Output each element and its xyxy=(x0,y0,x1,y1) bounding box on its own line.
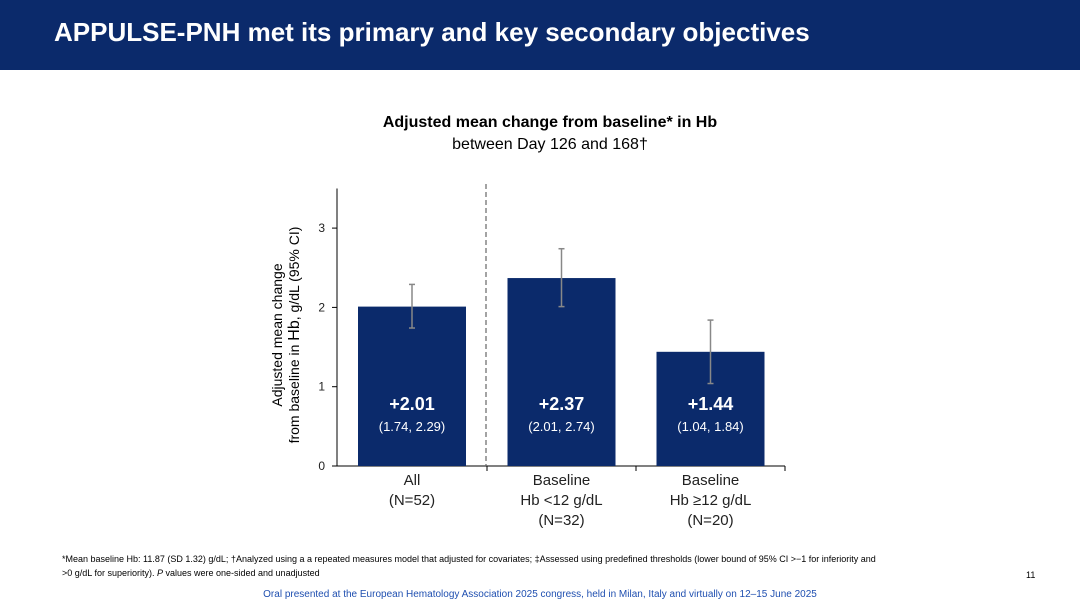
chart-subtitle: between Day 126 and 168† xyxy=(452,136,648,153)
x-category-label: All (N=52) xyxy=(389,471,435,511)
y-tick-label: 2 xyxy=(318,300,325,314)
footnote: *Mean baseline Hb: 11.87 (SD 1.32) g/dL;… xyxy=(62,552,982,580)
bar xyxy=(507,278,616,466)
bar-value-label: +2.37 (2.01, 2.74) xyxy=(528,394,595,434)
x-category-label-line: Baseline xyxy=(532,472,591,489)
x-category-label: Baseline Hb ≥12 g/dL (N=20) xyxy=(670,471,752,531)
congress-note: Oral presented at the European Hematolog… xyxy=(263,589,817,600)
x-category-label-line: (N=52) xyxy=(388,492,436,509)
footnote-line2-pre: >0 g/dL for superiority). xyxy=(62,568,157,578)
x-category-label: Baseline Hb <12 g/dL (N=32) xyxy=(520,471,602,531)
footnote-line2-post: values were one-sided and unadjusted xyxy=(162,568,320,578)
footnote-p: P xyxy=(156,568,163,578)
x-category-label-line: (N=20) xyxy=(687,512,734,529)
bar xyxy=(358,306,466,466)
page-title: APPULSE-PNH met its primary and key seco… xyxy=(54,17,810,47)
x-category-label-line: Hb ≥12 g/dL xyxy=(669,492,752,509)
y-tick-label: 1 xyxy=(318,380,325,394)
bar-value-label: +1.44 (1.04, 1.84) xyxy=(677,394,744,434)
bar-value: +2.37 xyxy=(538,394,585,414)
bar-ci: (2.01, 2.74) xyxy=(528,419,595,434)
x-category-label-line: (N=32) xyxy=(538,512,585,529)
bar-value: +1.44 xyxy=(687,394,734,414)
x-category-label-line: All xyxy=(403,472,421,489)
bar-value-label: +2.01 (1.74, 2.29) xyxy=(379,394,446,434)
x-category-label-line: Hb <12 g/dL xyxy=(520,492,603,509)
x-category-label-line: Baseline xyxy=(681,472,740,489)
header-bar: APPULSE-PNH met its primary and key seco… xyxy=(0,0,1080,70)
page-number: 11 xyxy=(1026,570,1036,580)
footnote-line1: *Mean baseline Hb: 11.87 (SD 1.32) g/dL;… xyxy=(62,554,876,564)
y-tick-label: 0 xyxy=(318,459,325,473)
bar-value: +2.01 xyxy=(389,394,435,414)
y-tick-label: 3 xyxy=(318,221,325,235)
footnote-line2: >0 g/dL for superiority). P values were … xyxy=(62,566,982,580)
chart-title: Adjusted mean change from baseline* in H… xyxy=(382,114,718,131)
bar-ci: (1.04, 1.84) xyxy=(677,419,744,434)
bar-ci: (1.74, 2.29) xyxy=(378,419,446,434)
